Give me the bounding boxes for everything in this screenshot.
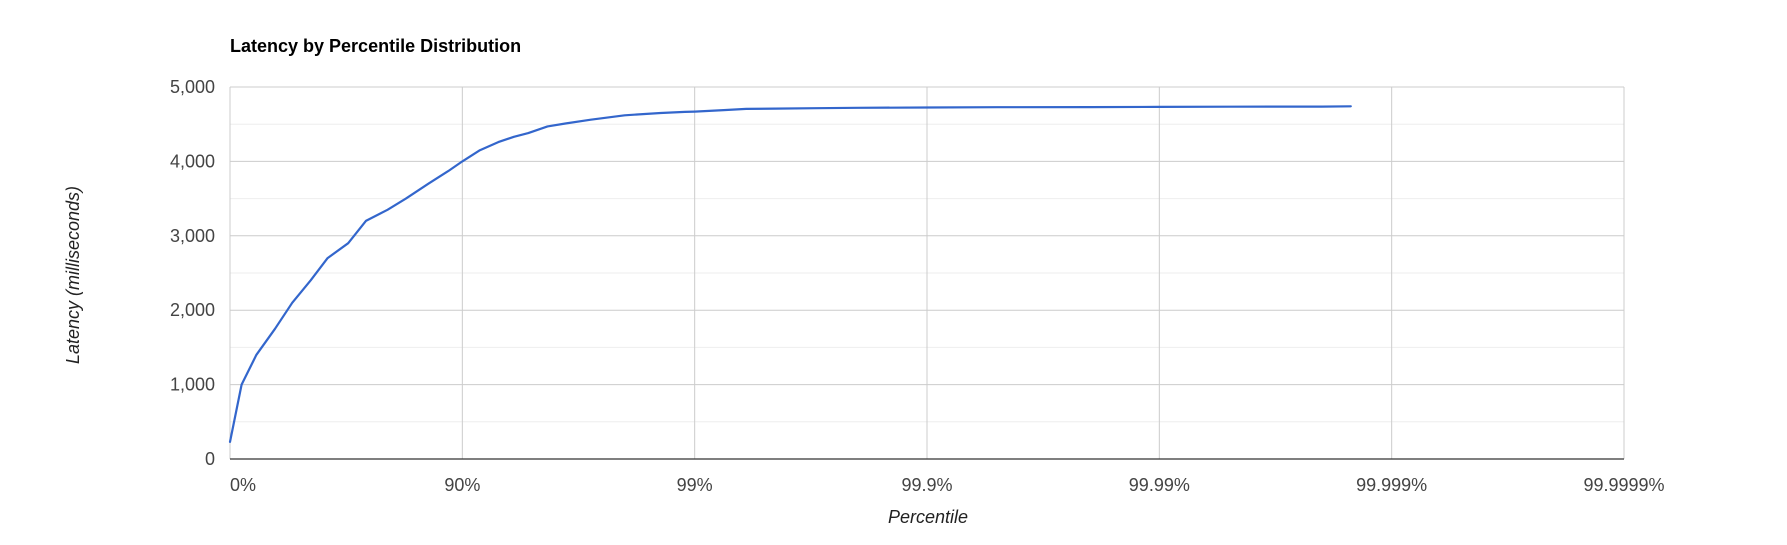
chart-title: Latency by Percentile Distribution (230, 36, 521, 56)
x-tick-label: 99.9999% (1583, 475, 1664, 495)
y-tick-label: 2,000 (170, 300, 215, 320)
y-axis-ticks: 0 1,000 2,000 3,000 4,000 5,000 (170, 77, 215, 469)
y-axis-label: Latency (milliseconds) (63, 186, 83, 364)
x-tick-label: 0% (230, 475, 256, 495)
x-axis-ticks: 0% 90% 99% 99.9% 99.99% 99.999% 99.9999% (230, 475, 1665, 495)
grid-layer (229, 86, 1625, 460)
x-tick-label: 99.9% (901, 475, 952, 495)
x-tick-label: 99% (677, 475, 713, 495)
x-tick-label: 90% (444, 475, 480, 495)
x-tick-label: 99.99% (1129, 475, 1190, 495)
y-tick-label: 5,000 (170, 77, 215, 97)
series-layer (228, 105, 1352, 443)
y-tick-label: 4,000 (170, 151, 215, 171)
y-tick-label: 3,000 (170, 226, 215, 246)
x-tick-label: 99.999% (1356, 475, 1427, 495)
y-tick-label: 1,000 (170, 375, 215, 395)
y-tick-label: 0 (205, 449, 215, 469)
series-line (228, 105, 1352, 443)
x-axis-label: Percentile (888, 507, 968, 527)
